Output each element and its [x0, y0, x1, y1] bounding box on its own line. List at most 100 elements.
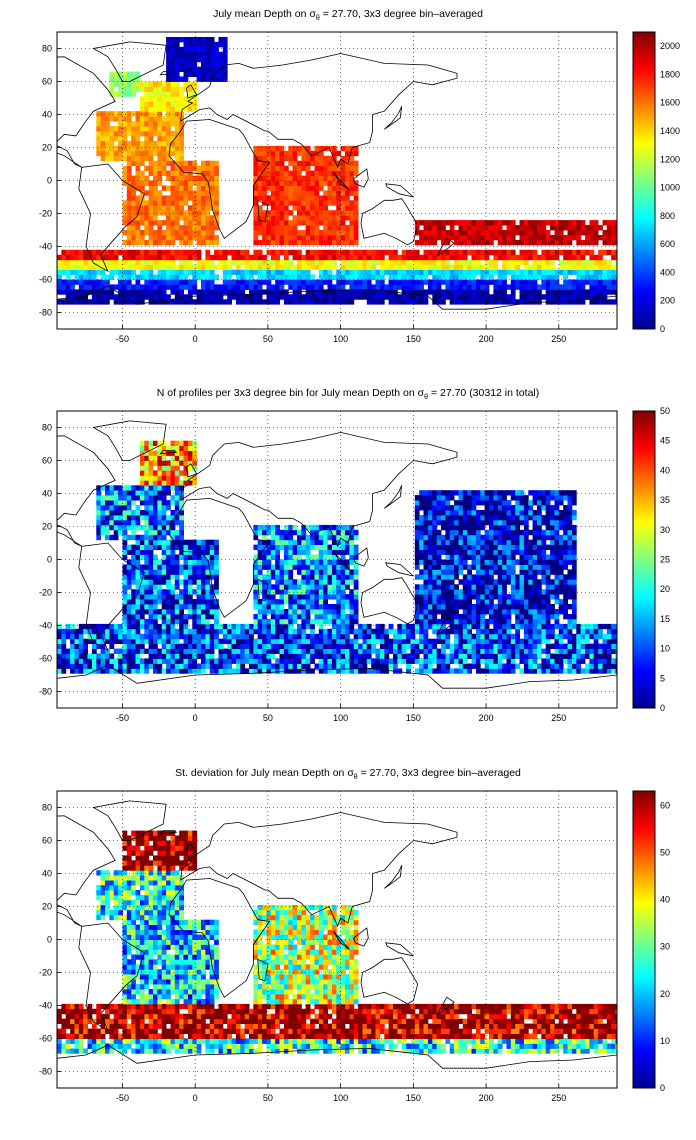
- heat-cell: [427, 668, 433, 674]
- heat-cell: [502, 653, 507, 659]
- heat-cell: [502, 569, 507, 575]
- heat-cell: [336, 614, 342, 620]
- heat-cell: [170, 175, 176, 181]
- heat-cell: [183, 633, 189, 640]
- heat-cell: [567, 614, 573, 620]
- heat-cell: [432, 599, 438, 605]
- heat-cell: [109, 91, 115, 97]
- heat-cell: [449, 579, 455, 585]
- heat-cell: [87, 663, 93, 669]
- heat-cell: [174, 81, 180, 87]
- heat-cell: [484, 599, 490, 605]
- heat-cell: [270, 623, 276, 630]
- heat-cell: [153, 604, 158, 610]
- heat-cell: [126, 91, 132, 97]
- heat-cell: [65, 653, 71, 659]
- heat-cell: [314, 569, 320, 575]
- heat-cell: [506, 633, 512, 640]
- heat-cell: [297, 279, 302, 285]
- heat-cell: [410, 289, 416, 295]
- heat-cell: [571, 264, 577, 270]
- heat-cell: [414, 648, 420, 654]
- heat-cell: [161, 235, 167, 241]
- heat-cell: [161, 140, 167, 147]
- heat-cell: [135, 230, 141, 236]
- heat-cell: [196, 195, 202, 201]
- heat-cell: [523, 638, 529, 644]
- heat-cell: [214, 599, 219, 605]
- heat-cell: [571, 559, 577, 565]
- heat-cell: [179, 180, 184, 186]
- heat-cell: [310, 668, 315, 674]
- heat-cell: [135, 195, 141, 201]
- heat-cell: [157, 126, 163, 132]
- heat-cell: [353, 225, 359, 231]
- heat-cell: [297, 239, 302, 246]
- heat-cell: [153, 274, 158, 280]
- heat-cell: [419, 648, 424, 654]
- heat-cell: [201, 289, 206, 295]
- heat-cell: [506, 574, 512, 580]
- heat-cell: [196, 76, 202, 82]
- heat-cell: [288, 279, 294, 285]
- heat-cell: [567, 604, 573, 610]
- heat-cell: [323, 618, 328, 625]
- heat-cell: [515, 638, 520, 644]
- heat-cell: [174, 633, 180, 640]
- heat-cell: [279, 648, 285, 654]
- heat-cell: [458, 249, 464, 256]
- heat-cell: [301, 235, 307, 241]
- heat-cell: [166, 175, 171, 181]
- heat-cell: [401, 638, 407, 644]
- heat-cell: [558, 284, 564, 290]
- heat-cell: [283, 205, 289, 211]
- heat-cell: [214, 574, 219, 580]
- heat-cell: [153, 101, 158, 107]
- heat-cell: [598, 643, 603, 649]
- heat-cell: [214, 658, 219, 664]
- heat-cell: [331, 623, 337, 630]
- heat-cell: [541, 614, 547, 620]
- heat-cell: [401, 628, 407, 635]
- heat-cell: [305, 299, 311, 305]
- heat-cell: [327, 574, 333, 580]
- heat-cell: [148, 633, 154, 640]
- heat-cell: [419, 235, 424, 241]
- heat-cell: [345, 145, 350, 152]
- heat-cell: [345, 579, 350, 585]
- heat-cell: [179, 195, 184, 201]
- heat-cell: [192, 643, 198, 649]
- heat-cell: [157, 106, 163, 112]
- heat-cell: [580, 633, 586, 640]
- heat-cell: [135, 643, 141, 649]
- heat-cell: [279, 185, 285, 191]
- heat-cell: [397, 633, 403, 640]
- heat-cell: [105, 289, 110, 295]
- heat-cell: [292, 185, 298, 191]
- heat-cell: [576, 668, 582, 674]
- heat-cell: [375, 653, 381, 659]
- heat-cell: [506, 284, 512, 290]
- heat-cell: [358, 259, 363, 265]
- heat-cell: [384, 643, 390, 649]
- heat-cell: [266, 264, 272, 270]
- heat-cell: [209, 190, 215, 196]
- heat-cell: [349, 165, 355, 171]
- heat-cell: [214, 205, 219, 211]
- heat-cell: [589, 284, 595, 290]
- heat-cell: [288, 259, 294, 265]
- heat-cell: [139, 569, 145, 575]
- heat-cell: [449, 289, 455, 295]
- heat-cell: [144, 658, 150, 664]
- heat-cell: [528, 594, 534, 600]
- heat-cell: [214, 643, 219, 649]
- heat-cell: [253, 663, 259, 669]
- heat-cell: [419, 643, 424, 649]
- heat-cell: [183, 165, 189, 171]
- heat-cell: [205, 618, 211, 625]
- heat-cell: [301, 230, 307, 236]
- heat-cell: [235, 653, 241, 659]
- heat-cell: [257, 215, 263, 221]
- heat-cell: [253, 175, 259, 181]
- heat-cell: [218, 294, 224, 300]
